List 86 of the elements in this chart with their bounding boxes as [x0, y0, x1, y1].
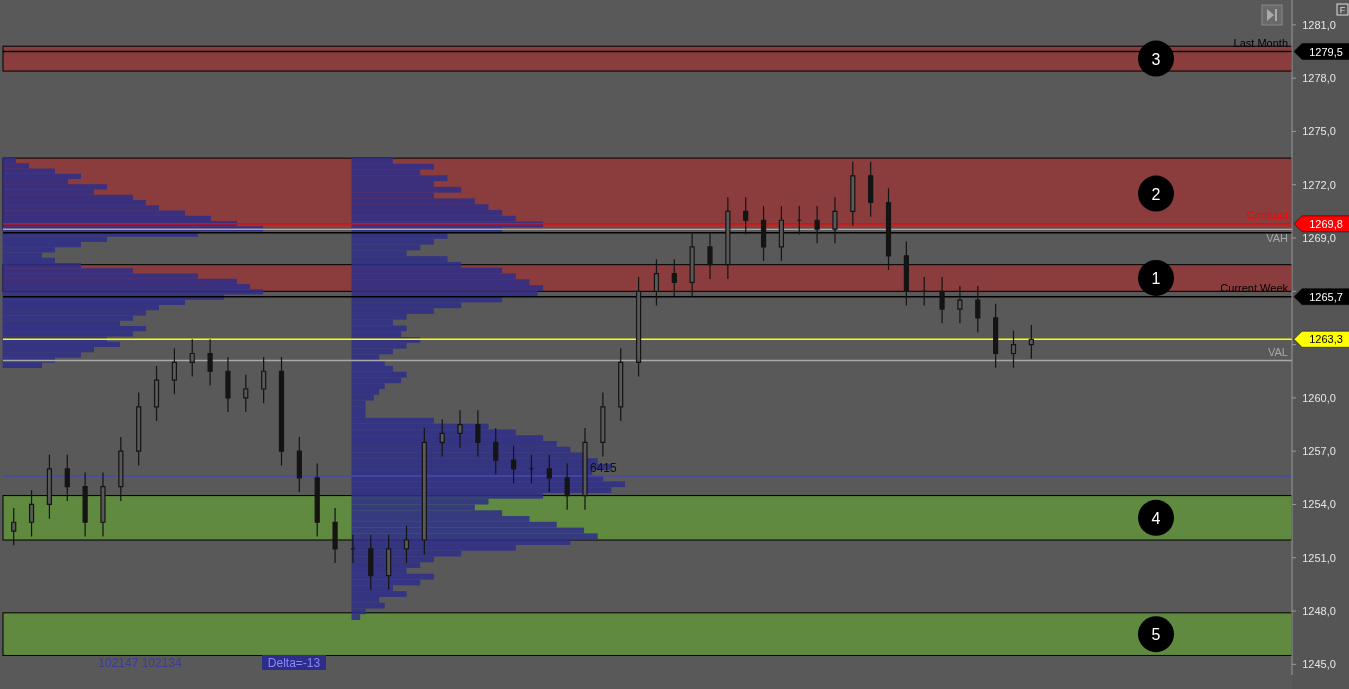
ref-line-label: Current Week — [1220, 281, 1289, 294]
candlestick — [493, 427, 499, 475]
y-tick-label: 1257,0 — [1302, 445, 1336, 458]
candlestick — [689, 232, 695, 298]
candlestick — [11, 507, 17, 546]
band-label: 1 — [1151, 269, 1161, 287]
text: F — [1339, 5, 1346, 15]
candlestick — [28, 489, 35, 538]
candlestick — [1028, 324, 1034, 360]
candlestick — [100, 471, 106, 538]
ref-line-label: VAL — [1268, 345, 1288, 358]
candlestick — [796, 205, 802, 236]
text: 1279,5 — [1309, 45, 1343, 58]
candlestick — [82, 471, 88, 538]
candlestick — [564, 463, 570, 511]
candlestick — [332, 507, 338, 564]
text: 1265,7 — [1309, 290, 1343, 303]
candlestick — [296, 436, 302, 493]
candlestick — [118, 436, 124, 502]
band-label: 4 — [1151, 509, 1161, 527]
candlestick — [653, 258, 660, 307]
candlestick — [957, 285, 963, 324]
candlestick — [261, 356, 267, 404]
candlestick — [475, 409, 481, 458]
y-tick-label: 1278,0 — [1302, 72, 1336, 85]
text: 1263,3 — [1309, 333, 1343, 346]
candlestick — [903, 240, 909, 307]
candlestick — [1010, 329, 1017, 369]
candlestick — [850, 161, 856, 227]
candlestick — [457, 409, 463, 449]
candlestick — [725, 196, 731, 280]
candlestick — [618, 347, 624, 422]
candlestick — [386, 534, 392, 591]
band-label: 5 — [1151, 626, 1161, 644]
band-label: 2 — [1151, 185, 1161, 203]
candlestick — [189, 338, 195, 378]
y-tick-label: 1275,0 — [1302, 125, 1336, 138]
y-tick-label: 1248,0 — [1302, 605, 1336, 618]
y-tick-label: 1269,0 — [1302, 232, 1336, 245]
candlestick — [743, 196, 749, 236]
candlestick — [600, 391, 606, 458]
candlestick — [528, 454, 535, 484]
y-tick-label: 1254,0 — [1302, 498, 1336, 511]
candlestick — [993, 303, 999, 369]
candlestick — [171, 347, 177, 395]
candlestick — [939, 276, 945, 324]
candlestick — [439, 418, 445, 458]
candlestick — [153, 365, 160, 422]
ref-line-label: VAH — [1266, 232, 1289, 245]
candlestick — [760, 205, 767, 262]
candlestick — [46, 454, 53, 520]
candlestick — [885, 187, 892, 271]
candlestick — [278, 356, 285, 466]
candlestick — [921, 276, 927, 307]
candlestick — [546, 454, 552, 493]
candlestick — [368, 534, 374, 591]
y-tick-label: 1281,0 — [1302, 18, 1336, 31]
candlestick — [403, 525, 410, 564]
text: 1269,8 — [1309, 217, 1343, 230]
candlestick — [511, 445, 517, 484]
candlestick — [814, 205, 820, 244]
annotation: 6415 — [590, 461, 618, 476]
candlestick — [671, 258, 677, 298]
candlestick — [635, 276, 642, 378]
band-label: 3 — [1151, 50, 1161, 68]
y-tick-label: 1251,0 — [1302, 551, 1336, 564]
y-tick-label: 1260,0 — [1302, 391, 1336, 404]
candlestick — [778, 205, 784, 262]
candlestick — [225, 356, 231, 413]
ref-line-label: Contract — [1246, 208, 1288, 221]
annotation: Delta=-13 — [267, 656, 321, 670]
ref-line-label: Last Month — [1233, 36, 1288, 49]
candlestick — [975, 285, 981, 333]
y-tick-label: 1245,0 — [1302, 658, 1336, 671]
candlestick — [421, 427, 427, 555]
candlestick — [243, 374, 249, 413]
candlestick — [582, 427, 588, 511]
candlestick — [832, 196, 838, 244]
candlestick — [868, 161, 874, 218]
candlestick — [707, 232, 713, 280]
y-tick-label: 1272,0 — [1302, 178, 1336, 191]
annotation: 102147 102134 — [98, 656, 183, 670]
candlestick — [136, 391, 142, 466]
candlestick — [64, 454, 70, 502]
candlestick — [207, 338, 213, 387]
candlestick — [314, 463, 320, 538]
